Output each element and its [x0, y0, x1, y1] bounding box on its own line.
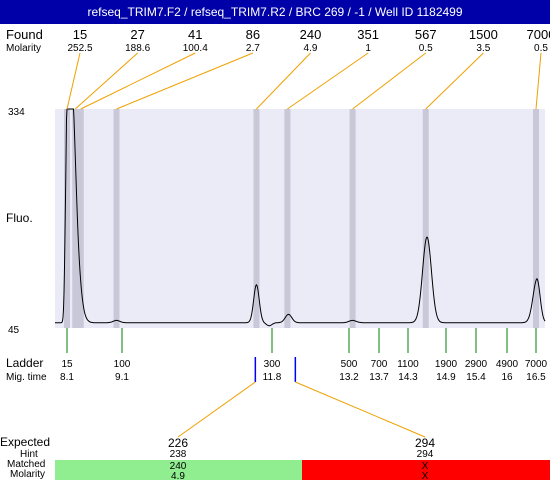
ladder-mig-time-label: 9.1: [115, 372, 129, 383]
ladder-size-label: 700: [371, 359, 388, 370]
found-connector: [80, 52, 196, 110]
ladder-size-label: 1100: [397, 359, 419, 370]
ladder-size-label: 500: [341, 359, 358, 370]
peak-band: [64, 109, 70, 328]
found-size-label: 86: [246, 27, 260, 42]
window-title: refseq_TRIM7.F2 / refseq_TRIM7.R2 / BRC …: [0, 0, 550, 24]
found-size-label: 1500: [469, 27, 498, 42]
fluorescence-trace: [55, 108, 546, 327]
ladder-mig-time-label: 16: [501, 372, 513, 383]
ladder-mig-time-label: 13.2: [339, 372, 359, 383]
found-connector: [287, 52, 369, 110]
matched-label: Matched: [7, 459, 45, 470]
found-molarity-label: 0.5: [534, 43, 548, 54]
ladder-mig-time-label: 16.5: [526, 372, 546, 383]
found-molarity-label: 3.5: [476, 43, 490, 54]
expected-molarity-label: X: [422, 471, 429, 480]
expected-hint-label: 294: [417, 449, 434, 460]
ladder-size-label: 2900: [465, 359, 488, 370]
expected-matched-label: X: [422, 461, 429, 472]
found-size-label: 41: [188, 27, 202, 42]
peak-band: [349, 109, 356, 328]
found-connector: [66, 52, 81, 110]
found-size-label: 351: [357, 27, 379, 42]
electropherogram-chart: Found Molarity Fluo. Ladder Mig. time Ex…: [0, 27, 550, 480]
ladder-mig-time-label: 14.9: [436, 372, 456, 383]
peak-bands: [64, 109, 539, 328]
hint-label: Hint: [20, 449, 38, 460]
found-molarity-label: 0.5: [419, 43, 433, 54]
found-connector: [535, 52, 542, 110]
ladder-size-label: 7000: [525, 359, 548, 370]
mig-time-label: Mig. time: [6, 372, 47, 383]
peak-band: [72, 109, 79, 328]
found-peaks: 15252.527188.641100.4862.72404.935115670…: [66, 27, 550, 110]
found-size-label: 240: [300, 27, 322, 42]
found-size-label: 27: [130, 27, 144, 42]
expected-markers: [177, 357, 426, 438]
found-molarity-label: 1: [365, 43, 371, 54]
ladder-mig-time-label: 15.4: [466, 372, 486, 383]
expected-label: Expected: [0, 435, 50, 449]
expected-matched-label: 240: [170, 461, 187, 472]
expected-molarity-label: 4.9: [171, 471, 185, 480]
expected-size-label: 226: [168, 436, 188, 450]
matched-bar-ok: [55, 460, 302, 480]
ladder-mig-time-label: 13.7: [369, 372, 389, 383]
molarity-bottom-label: Molarity: [10, 469, 45, 480]
peak-band: [533, 109, 539, 328]
peak-band: [284, 109, 291, 328]
peak-band: [77, 109, 84, 328]
found-connector: [256, 52, 311, 110]
found-label: Found: [6, 27, 43, 42]
ladder-size-label: 4900: [496, 359, 519, 370]
expected-connector: [295, 381, 426, 438]
found-molarity-label: 188.6: [125, 43, 150, 54]
found-molarity-label: 2.7: [246, 43, 260, 54]
plot-area: [55, 109, 545, 328]
y-tick-max: 334: [8, 107, 25, 118]
found-connector: [425, 52, 484, 110]
matched-bar-fail: [302, 460, 550, 480]
peak-band: [422, 109, 429, 328]
ladder-size-label: 300: [264, 359, 281, 370]
molarity-label: Molarity: [6, 43, 41, 54]
ladder-mig-time-label: 11.8: [263, 372, 282, 383]
y-tick-min: 45: [8, 325, 20, 336]
peak-band: [253, 109, 260, 328]
found-molarity-label: 4.9: [304, 43, 318, 54]
found-molarity-label: 252.5: [67, 43, 92, 54]
found-connector: [116, 52, 254, 110]
ladder-size-label: 1900: [435, 359, 458, 370]
expected-size-label: 294: [415, 436, 435, 450]
found-molarity-label: 100.4: [183, 43, 208, 54]
expected-hint-label: 238: [170, 449, 187, 460]
fluo-label: Fluo.: [6, 211, 33, 225]
ladder-mig-time-label: 8.1: [60, 372, 74, 383]
ladder-mig-time-label: 14.3: [398, 372, 418, 383]
found-connector: [74, 52, 138, 110]
found-size-label: 7000: [527, 27, 550, 42]
ladder-size-label: 15: [61, 359, 73, 370]
ladder-size-label: 100: [114, 359, 131, 370]
found-connector: [352, 52, 427, 110]
ladder-markers: 15 8.1 100 9.1 300 11.8 500 13.2 700 13.7 1100 14.3…: [60, 328, 548, 383]
peak-band: [113, 109, 120, 328]
ladder-label: Ladder: [6, 356, 43, 370]
found-size-label: 567: [415, 27, 437, 42]
expected-connector: [177, 381, 256, 438]
found-size-label: 15: [73, 27, 87, 42]
